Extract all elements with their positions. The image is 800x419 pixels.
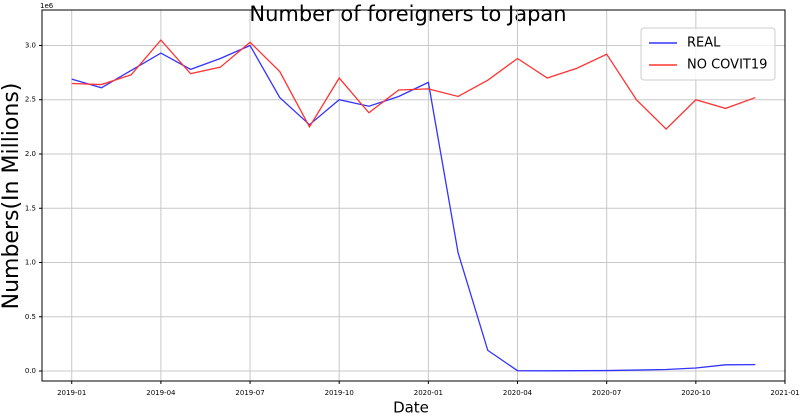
x-tick-label: 2020-07 [592, 389, 621, 397]
x-tick-label: 2019-10 [325, 389, 354, 397]
y-offset-label: 1e6 [40, 2, 54, 10]
legend-label: NO COVIT19 [687, 58, 767, 73]
y-tick-label: 3.0 [25, 41, 36, 49]
x-tick-label: 2019-04 [146, 389, 176, 397]
y-axis-label: Numbers(In Millions) [0, 83, 24, 310]
y-tick-label: 1.0 [25, 259, 36, 267]
x-tick-label: 2019-01 [57, 389, 86, 397]
y-tick-label: 2.5 [25, 96, 36, 104]
legend-box [640, 27, 776, 81]
y-tick-label: 1.5 [25, 204, 36, 212]
plot-frame [41, 9, 786, 382]
x-tick-label: 2020-01 [414, 389, 443, 397]
y-tick-label: 0.0 [25, 367, 36, 375]
legend-label: REAL [687, 36, 721, 51]
x-tick-label: 2019-07 [235, 389, 264, 397]
y-tick-label: 0.5 [25, 313, 36, 321]
x-axis-label: Date [393, 399, 429, 417]
x-tick-label: 2020-10 [681, 389, 710, 397]
chart-title: Number of foreigners to Japan [249, 2, 566, 26]
x-tick-label: 2021-01 [770, 389, 799, 397]
x-tick-label: 2020-04 [503, 389, 533, 397]
legend: REAL NO COVIT19 [640, 27, 776, 81]
y-tick-label: 2.0 [25, 150, 36, 158]
data-line [71, 39, 756, 130]
